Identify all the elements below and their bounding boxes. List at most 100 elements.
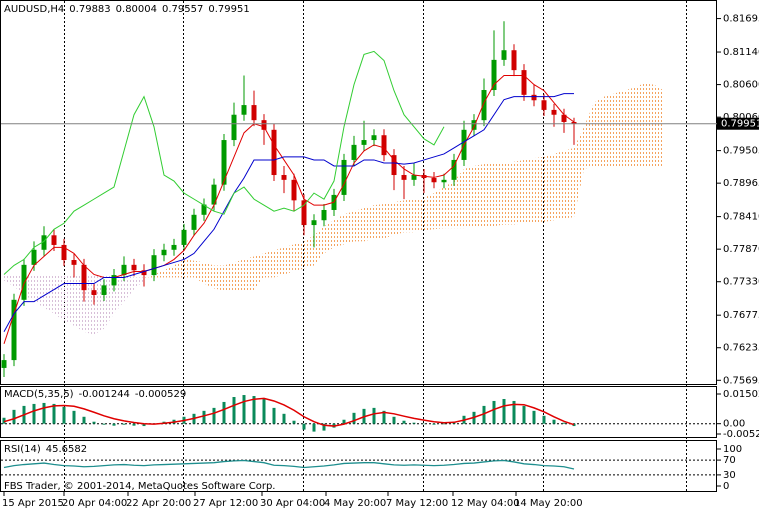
- candle-body: [431, 178, 437, 183]
- histogram-bar: [422, 423, 426, 425]
- histogram-bar: [292, 420, 296, 424]
- candle-body: [191, 214, 197, 230]
- candle-body: [471, 120, 477, 130]
- histogram-bar: [522, 405, 526, 424]
- histogram-bar: [142, 423, 146, 427]
- candle-body: [561, 114, 567, 122]
- candle-body: [11, 299, 17, 361]
- histogram-bar: [52, 403, 56, 424]
- candle-body: [491, 59, 497, 91]
- cloud-segment: [64, 274, 74, 326]
- candle-body: [1, 360, 7, 368]
- candle-body: [151, 255, 157, 276]
- candle-body: [271, 129, 277, 176]
- candle-body: [451, 159, 457, 180]
- cloud-segment: [324, 220, 334, 254]
- cloud-segment: [544, 153, 554, 223]
- histogram-bar: [342, 419, 346, 424]
- y-tick-label: 0.76775: [723, 310, 759, 321]
- cloud-segment: [54, 274, 64, 321]
- histogram-bar: [372, 407, 376, 424]
- y-tick-label: 0.76235: [723, 343, 759, 354]
- candle-body: [21, 264, 27, 300]
- histogram-bar: [402, 420, 406, 424]
- cloud-segment: [124, 274, 134, 302]
- cloud-segment: [334, 214, 344, 248]
- candle-body: [101, 285, 107, 295]
- cloud-segment: [134, 277, 144, 290]
- y-tick-label: 0.75695: [723, 375, 759, 386]
- candle-body: [541, 100, 547, 110]
- header-text: RSI(14): [4, 444, 41, 455]
- candle-body: [291, 179, 297, 201]
- candle-body: [321, 209, 327, 221]
- histogram-bar: [502, 398, 506, 424]
- candle-body: [401, 175, 407, 180]
- histogram-bar: [392, 416, 396, 424]
- copyright: FBS Trader, © 2001-2014, MetaQuotes Soft…: [4, 481, 275, 492]
- candle-body: [221, 140, 227, 185]
- cloud-segment: [224, 262, 234, 291]
- cloud-segment: [564, 147, 574, 219]
- histogram-bar: [482, 405, 486, 424]
- cloud-segment: [4, 274, 14, 287]
- histogram-bar: [112, 423, 116, 426]
- candle-body: [311, 220, 317, 226]
- y-tick-label: 0.78965: [723, 178, 759, 189]
- pane-layer: [1, 459, 717, 476]
- y-tick-label: 0.00: [723, 419, 745, 430]
- cloud-segment: [404, 199, 414, 233]
- candle-body: [231, 114, 237, 141]
- y-tick-label: 0.015025: [723, 389, 759, 400]
- histogram-bar: [62, 406, 66, 424]
- cloud-segment: [94, 274, 104, 335]
- cloud-segment: [374, 203, 384, 239]
- candle-body: [71, 260, 77, 265]
- cloud-segment: [424, 193, 434, 231]
- candle-body: [441, 179, 447, 183]
- histogram-bar: [572, 423, 576, 427]
- candle-body: [31, 249, 37, 265]
- header-text: AUDUSD,H4: [4, 4, 64, 15]
- histogram-bar: [202, 410, 206, 424]
- histogram-bar: [42, 402, 46, 424]
- y-tick-label: 70: [723, 455, 736, 466]
- rsi-pane: [0, 440, 717, 492]
- candle-body: [181, 229, 187, 245]
- histogram-bar: [312, 423, 316, 432]
- histogram-bar: [492, 400, 496, 424]
- indicator-line: [3, 50, 445, 275]
- cloud-segment: [294, 241, 304, 272]
- cloud-segment: [644, 83, 654, 166]
- x-tick-label: 12 May 04:00: [451, 498, 520, 509]
- histogram-bar: [12, 409, 16, 424]
- candle-body: [381, 135, 387, 156]
- candle-body: [261, 120, 267, 130]
- cloud-segment: [234, 259, 244, 291]
- cloud-segment: [574, 126, 584, 218]
- candle-body: [521, 70, 527, 95]
- cloud-segment: [364, 205, 374, 242]
- signal-line: [3, 397, 575, 427]
- candle-body: [481, 90, 487, 121]
- candle-body: [351, 144, 357, 160]
- indicator-line: [3, 93, 574, 333]
- candle-body: [51, 235, 57, 245]
- candle-body: [251, 105, 257, 121]
- cloud-segment: [154, 270, 164, 278]
- candle-body: [391, 155, 397, 176]
- histogram-bar: [252, 396, 256, 424]
- x-tick-label: 22 Apr 20:00: [126, 498, 191, 509]
- histogram-bar: [242, 395, 246, 424]
- cloud-segment: [584, 102, 594, 169]
- cloud-segment: [434, 187, 444, 230]
- histogram-bar: [352, 412, 356, 424]
- cloud-segment: [244, 256, 254, 291]
- price-label: 0.79951: [721, 119, 759, 130]
- histogram-bar: [222, 401, 226, 424]
- cloud-segment: [484, 162, 494, 227]
- price-label-bg: [717, 117, 759, 130]
